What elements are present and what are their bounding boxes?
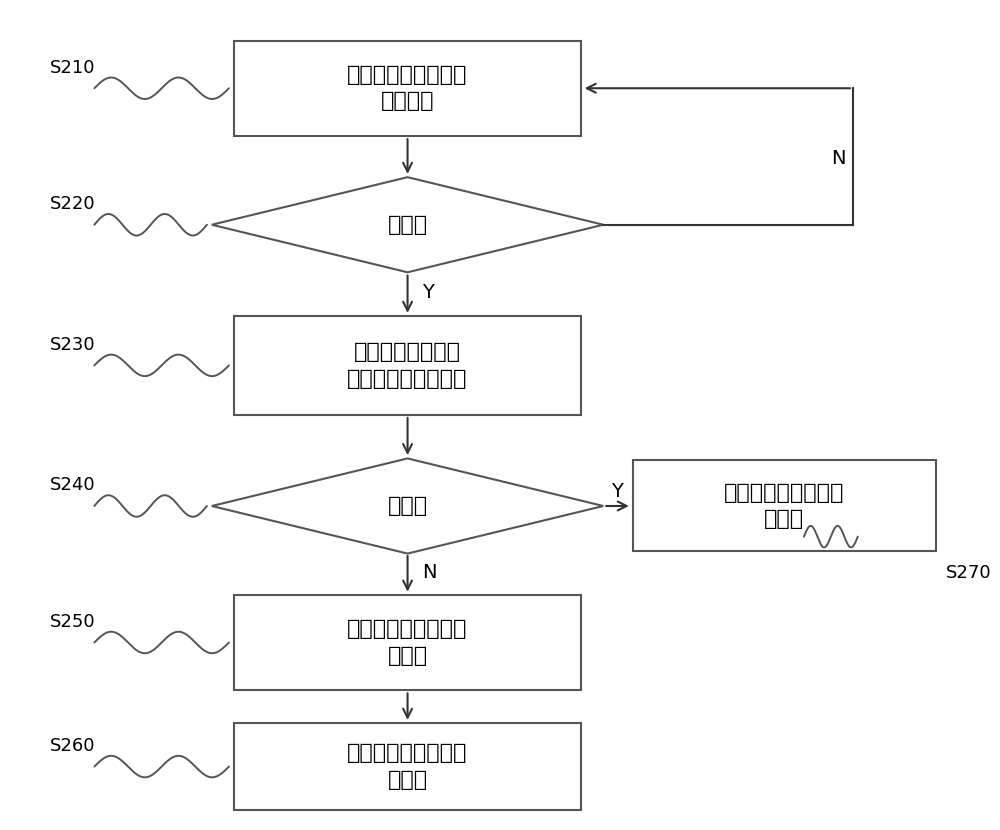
Text: Y: Y [611,482,623,501]
Text: Y: Y [422,283,434,302]
Text: S210: S210 [50,59,96,76]
Text: N: N [831,149,845,168]
Bar [234,595,581,690]
Text: N: N [422,563,437,582]
Text: 运行大气压力解析冗
余算法: 运行大气压力解析冗 余算法 [347,619,468,666]
Bar [234,315,581,415]
Text: S270: S270 [946,564,991,582]
Bar [633,461,936,551]
Text: S250: S250 [50,613,96,631]
Bar [234,723,581,810]
Text: 获取大气压力传感器
故障状态: 获取大气压力传感器 故障状态 [347,65,468,111]
Text: S230: S230 [50,335,96,354]
Text: 以预测值代替传感器
采集值: 以预测值代替传感器 采集值 [347,744,468,790]
Text: S240: S240 [50,476,96,495]
Text: 以标定值代替传感器
采集值: 以标定值代替传感器 采集值 [724,483,845,530]
Text: S220: S220 [50,195,96,213]
Text: 故障？: 故障？ [387,496,428,516]
Text: 故障？: 故障？ [387,215,428,235]
Polygon shape [212,177,603,272]
Polygon shape [212,458,603,554]
Text: 获取进气流量、压
力、温度传感器状态: 获取进气流量、压 力、温度传感器状态 [347,342,468,388]
Bar [234,41,581,136]
Text: S260: S260 [50,737,96,755]
